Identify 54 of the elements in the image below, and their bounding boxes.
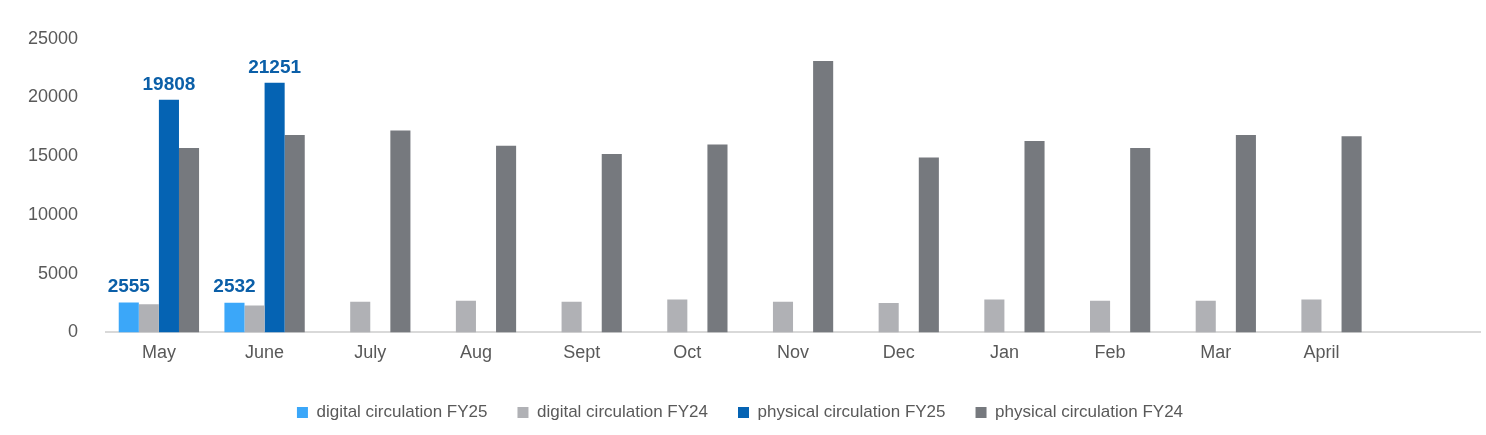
x-tick-label: Feb [1094, 342, 1126, 363]
legend-label: physical circulation FY25 [757, 402, 946, 422]
bar [1301, 299, 1322, 333]
x-tick-label: April [1303, 342, 1340, 363]
bar [813, 61, 834, 333]
y-tick-label: 5000 [38, 262, 79, 283]
data-label: 19808 [142, 72, 196, 94]
bar [496, 145, 517, 333]
bar [455, 300, 476, 333]
bar [984, 299, 1005, 333]
y-tick-label: 10000 [27, 203, 79, 224]
x-tick-label: Nov [777, 342, 810, 363]
legend-label: digital circulation FY25 [316, 402, 488, 422]
bar [1090, 300, 1111, 333]
x-tick-label: Oct [673, 342, 702, 363]
bar [601, 153, 622, 333]
bar [284, 135, 305, 333]
bar [1130, 148, 1151, 333]
bar [390, 130, 411, 333]
bar [178, 148, 200, 333]
bar [1341, 136, 1362, 333]
x-tick-label: June [245, 342, 285, 363]
x-tick-label: May [141, 342, 176, 363]
bar [1235, 135, 1256, 333]
bar [878, 303, 899, 333]
bar [772, 301, 794, 333]
y-tick-label: 0 [68, 321, 79, 342]
bar [561, 301, 582, 333]
x-tick-label: July [354, 342, 387, 363]
legend-label: digital circulation FY24 [536, 402, 708, 422]
x-tick-label: Mar [1200, 342, 1232, 363]
bar [244, 305, 265, 333]
bar [224, 302, 245, 333]
bar [264, 82, 285, 333]
bar [707, 144, 728, 333]
data-label: 21251 [248, 55, 302, 77]
bar [667, 299, 688, 333]
x-tick-label: Sept [563, 342, 601, 363]
bar [1195, 300, 1216, 333]
data-label: 2532 [213, 275, 256, 297]
bar [158, 99, 179, 333]
y-tick-label: 15000 [27, 145, 79, 166]
x-tick-label: Dec [882, 342, 915, 363]
legend-label: physical circulation FY24 [995, 402, 1184, 422]
bar [118, 302, 139, 333]
bar [918, 157, 939, 333]
data-label: 2555 [107, 275, 151, 297]
x-tick-label: Jan [989, 342, 1019, 363]
x-tick-label: Aug [459, 342, 492, 363]
bar [350, 301, 371, 333]
y-tick-label: 20000 [27, 86, 79, 107]
bar [138, 304, 159, 333]
bar [1024, 140, 1045, 333]
y-tick-label: 25000 [27, 27, 79, 48]
